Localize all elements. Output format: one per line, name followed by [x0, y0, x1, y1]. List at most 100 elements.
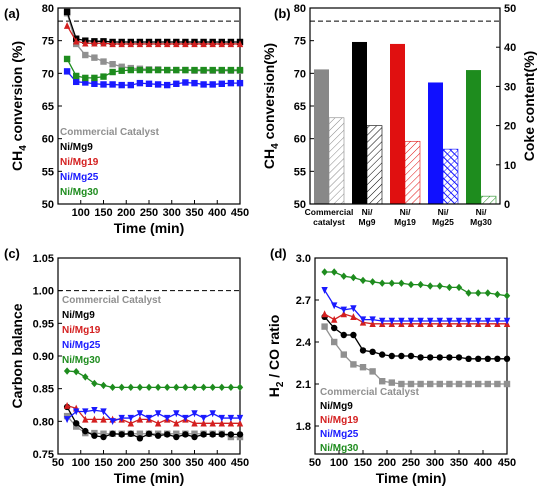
legend-entry: Ni/Mg19: [60, 157, 99, 168]
y-tick-label: 55: [294, 166, 306, 178]
data-point: [369, 316, 376, 324]
data-point: [191, 383, 198, 392]
data-point: [73, 367, 80, 376]
data-point: [63, 401, 71, 409]
series-ni-mg30: [63, 55, 244, 82]
data-point: [331, 315, 338, 323]
legend-entry: Commercial Catalyst: [320, 387, 420, 398]
category-label: Ni/: [362, 207, 374, 217]
coke-bar: [328, 117, 345, 205]
y-tick-label: 70: [42, 68, 54, 80]
category-label: Mg25: [432, 217, 454, 227]
data-point: [398, 380, 405, 388]
series-ni-mg9: [63, 403, 244, 442]
panel-c: 50 100 150 200 250 300 350 400 450 0.75 0.80 0.85 0.…: [4, 246, 249, 486]
data-point: [209, 40, 216, 48]
data-point: [173, 66, 180, 74]
y-tick-label: 1.00: [33, 286, 54, 298]
x-tick-label: 50: [52, 457, 64, 469]
y-tick-label: 1.8: [296, 421, 311, 433]
data-point: [209, 383, 216, 392]
data-point: [340, 272, 347, 280]
panel-d: 50 100 150 200 250 300 350 400 450 1.8 2.1 2.4 2.7 3.…: [266, 246, 516, 486]
data-point: [427, 282, 434, 290]
data-point: [145, 80, 153, 87]
data-point: [127, 81, 134, 89]
x-tick-label: 450: [231, 207, 249, 219]
data-point: [100, 73, 107, 80]
data-point: [236, 414, 244, 422]
data-point: [436, 317, 443, 325]
series-ni-mg19: [321, 310, 511, 327]
y2-tick-label: 50: [504, 3, 516, 15]
category-label: Mg30: [470, 217, 492, 227]
data-point: [63, 8, 71, 16]
data-point: [73, 78, 80, 86]
x-tick-label: 250: [402, 457, 420, 469]
x-tick-label: 350: [185, 457, 203, 469]
data-point: [236, 40, 244, 48]
y-tick-label: 2.4: [296, 337, 312, 349]
data-point: [164, 66, 171, 74]
x-tick-label: 400: [208, 207, 226, 219]
data-point: [164, 383, 171, 392]
data-point: [182, 431, 189, 438]
data-point: [218, 431, 225, 438]
data-point: [109, 40, 116, 48]
data-point: [91, 74, 98, 82]
panel-label: (a): [4, 6, 20, 21]
y-axis-label: CH4 conversion (%): [9, 41, 29, 171]
data-point: [173, 80, 180, 87]
data-point: [350, 273, 357, 282]
data-point: [63, 68, 71, 75]
data-point: [379, 351, 386, 358]
data-point: [398, 317, 405, 325]
data-point: [236, 66, 244, 74]
y-tick-label: 65: [294, 101, 306, 113]
data-point: [109, 68, 116, 76]
legend-entry: Commercial Catalyst: [62, 295, 162, 306]
series-ni-mg19: [63, 21, 244, 48]
data-point: [154, 419, 162, 427]
data-point: [63, 21, 71, 29]
series-commercial-catalyst: [321, 323, 511, 388]
legend-entry: Ni/Mg19: [62, 325, 101, 336]
data-point: [91, 39, 98, 47]
data-point: [417, 380, 424, 388]
conversion-bar: [428, 82, 443, 204]
data-point: [436, 282, 443, 290]
y-tick-label: 2.7: [296, 295, 311, 307]
data-point: [145, 383, 153, 392]
data-point: [379, 279, 386, 287]
data-point: [398, 352, 405, 360]
data-point: [100, 81, 107, 88]
data-point: [340, 310, 347, 318]
data-point: [359, 276, 367, 285]
y-tick-label: 60: [42, 134, 54, 146]
data-point: [407, 317, 415, 325]
data-point: [340, 351, 347, 358]
data-point: [218, 419, 225, 427]
data-point: [200, 419, 207, 427]
data-point: [109, 430, 116, 437]
data-point: [63, 412, 71, 420]
data-point: [118, 63, 125, 70]
data-point: [82, 74, 89, 82]
y-tick-label: 0.90: [33, 351, 54, 363]
series-ni-mg30: [321, 268, 511, 300]
data-point: [200, 40, 207, 48]
data-point: [407, 352, 415, 360]
data-point: [436, 354, 443, 361]
series-commercial-catalyst: [63, 412, 244, 441]
y-tick-label: 0.75: [33, 449, 54, 461]
category-label: Mg19: [394, 217, 416, 227]
data-point: [369, 320, 376, 327]
data-point: [164, 414, 171, 422]
series-ni-mg25: [63, 407, 244, 426]
data-point: [82, 408, 89, 416]
data-point: [191, 40, 198, 48]
data-point: [91, 415, 98, 423]
data-point: [164, 81, 171, 89]
data-point: [417, 317, 424, 325]
data-point: [182, 66, 189, 74]
